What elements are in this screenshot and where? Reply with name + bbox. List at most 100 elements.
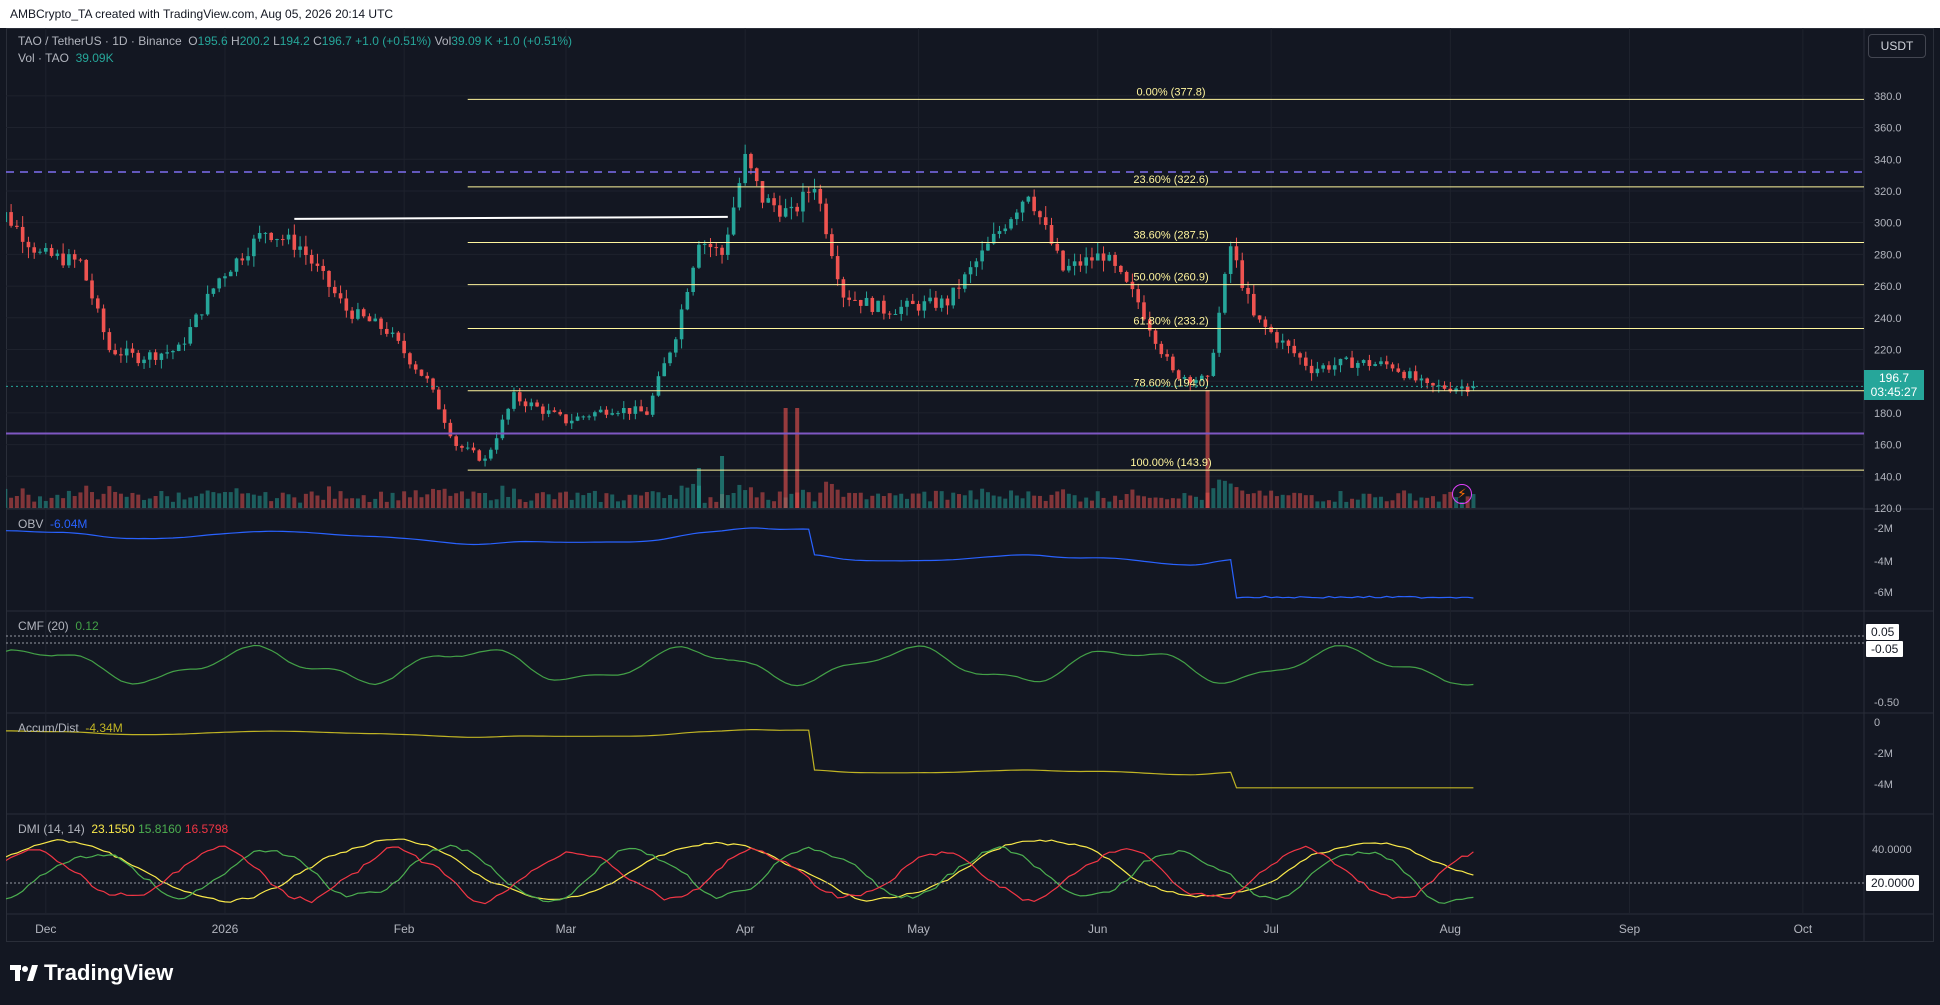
volume-bars — [6, 390, 1476, 508]
tradingview-brand[interactable]: TradingView — [10, 960, 173, 986]
candle-body — [217, 278, 221, 289]
candle-body — [55, 253, 60, 256]
y-tick-140: 140.0 — [1874, 471, 1902, 483]
chart-frame[interactable] — [6, 28, 1934, 942]
fib-level-label: 61.80% (233.2) — [1133, 316, 1208, 328]
chart-canvas[interactable]: Dec 2026 Feb Mar Apr May Jun Jul Aug Sep Oct 120.0 1… — [6, 28, 1934, 942]
volume-bar — [968, 490, 973, 508]
volume-bar — [43, 500, 48, 508]
volume-bar — [257, 495, 262, 508]
candle-body — [1257, 315, 1262, 320]
symbol-label[interactable]: TAO / TetherUS · 1D · Binance — [18, 34, 182, 48]
volume-bar — [673, 498, 678, 508]
candle-body — [731, 207, 736, 235]
volume-bar — [1361, 493, 1366, 508]
candle-body — [142, 359, 146, 364]
candle-body — [1384, 361, 1389, 365]
candle-body — [1205, 375, 1210, 377]
volume-bar — [1378, 496, 1383, 508]
candle-body — [616, 413, 620, 415]
candle-body — [1396, 368, 1401, 372]
candle-body — [593, 412, 597, 417]
candle-body — [535, 402, 539, 407]
volume-bar — [598, 501, 603, 508]
currency-button[interactable]: USDT — [1868, 34, 1926, 58]
volume-bar — [1309, 495, 1314, 508]
volume-bar — [38, 496, 42, 508]
candle-body — [246, 256, 250, 261]
bar-countdown: 03:45:27 — [1870, 385, 1918, 399]
candle-body — [390, 332, 395, 334]
candle-body — [1142, 302, 1146, 320]
candle-body — [1350, 357, 1354, 368]
ad-label[interactable]: Accum/Dist — [18, 721, 79, 735]
lightning-icon[interactable]: ⚡ — [1452, 484, 1472, 504]
candle-body — [882, 300, 886, 314]
candle-body — [610, 413, 615, 415]
volume-bar — [1170, 498, 1175, 508]
candle-body — [772, 198, 776, 206]
candle-body — [1246, 287, 1250, 294]
candle-body — [119, 354, 123, 356]
candle-body — [991, 233, 996, 244]
candle-body — [1263, 319, 1268, 327]
volume-bar — [303, 493, 308, 508]
volume-spike — [783, 408, 788, 508]
volume-bar — [170, 501, 175, 508]
candle-body — [887, 313, 892, 315]
candle-body — [749, 153, 753, 169]
candle-body — [49, 247, 54, 256]
candle-body — [679, 309, 684, 340]
volume-bar — [679, 485, 684, 508]
volume-bar — [985, 492, 990, 508]
volume-bar — [1043, 500, 1048, 508]
volume-value: 39.09K — [75, 51, 114, 65]
volume-bar — [1269, 490, 1274, 508]
footer: TradingView — [0, 942, 1940, 1005]
candle-body — [437, 389, 441, 410]
volume-bar — [1061, 489, 1066, 508]
volume-bar — [922, 491, 927, 508]
candle-body — [1020, 201, 1025, 213]
volume-bar — [621, 500, 626, 508]
candle-body — [1460, 386, 1464, 389]
candle-body — [396, 332, 401, 341]
candle-body — [951, 287, 956, 306]
price-legend: TAO / TetherUS · 1D · Binance O195.6 H20… — [18, 34, 572, 48]
obv-y-tick: -6M — [1874, 587, 1893, 599]
obv-label[interactable]: OBV — [18, 517, 44, 531]
candle-body — [1130, 281, 1135, 290]
candle-body — [506, 408, 510, 420]
volume-bar — [147, 498, 152, 508]
volume-bar — [1182, 493, 1187, 508]
volume-bar — [1199, 499, 1204, 508]
candle-body — [1015, 212, 1019, 220]
volume-bar — [662, 498, 667, 508]
candle-body — [708, 243, 713, 248]
volume-bar — [95, 499, 100, 508]
candle-body — [523, 401, 528, 407]
candle-body — [598, 409, 603, 413]
obv-y-tick: -4M — [1874, 556, 1893, 568]
candle-body — [812, 188, 817, 193]
volume-bar — [390, 492, 395, 508]
volume-bar — [748, 487, 753, 508]
candle-body — [604, 409, 609, 415]
volume-bar — [90, 492, 95, 508]
volume-bar — [1026, 491, 1031, 508]
x-tick-Apr: Apr — [736, 922, 755, 936]
white-trendline — [294, 215, 728, 220]
volume-label[interactable]: Vol · TAO — [18, 51, 69, 65]
dmi-label[interactable]: DMI (14, 14) — [18, 822, 85, 836]
adx-value: 23.1550 — [91, 822, 135, 836]
candle-body — [408, 353, 412, 365]
candle-body — [1252, 293, 1256, 316]
volume-bar — [592, 490, 597, 508]
candle-body — [546, 410, 551, 414]
candle-body — [402, 340, 406, 354]
cmf-label[interactable]: CMF (20) — [18, 619, 69, 633]
volume-bar — [1298, 493, 1303, 508]
candle-body — [465, 447, 470, 449]
candle-body — [1003, 228, 1008, 232]
candle-body — [766, 198, 771, 203]
